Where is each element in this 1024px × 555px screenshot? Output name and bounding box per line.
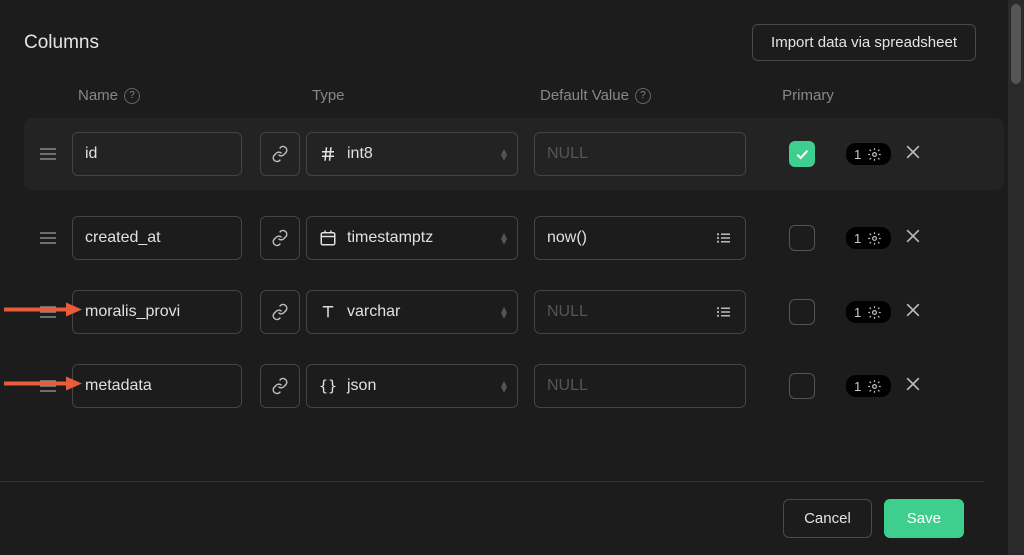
chevron-updown-icon: ▴▾ <box>501 306 507 318</box>
panel-footer: Cancel Save <box>0 481 984 555</box>
settings-badge[interactable]: 1 <box>846 301 891 323</box>
header-name: Name ? <box>78 87 266 104</box>
chevron-updown-icon: ▴▾ <box>501 148 507 160</box>
remove-column-button[interactable] <box>903 374 923 399</box>
primary-checkbox[interactable] <box>789 299 815 325</box>
default-placeholder: NULL <box>547 303 588 321</box>
settings-badge[interactable]: 1 <box>846 143 891 165</box>
column-type-select[interactable]: int8 ▴▾ <box>306 132 518 176</box>
column-name-input[interactable]: id <box>72 132 242 176</box>
column-type-select[interactable]: timestamptz ▴▾ <box>306 216 518 260</box>
gear-icon <box>865 145 883 163</box>
column-name-input[interactable]: created_at <box>72 216 242 260</box>
default-value-input[interactable]: NULL <box>534 132 746 176</box>
primary-checkbox[interactable] <box>789 141 815 167</box>
remove-column-button[interactable] <box>903 142 923 167</box>
header-type: Type <box>312 87 540 104</box>
list-icon[interactable] <box>715 303 733 321</box>
column-name-input[interactable]: moralis_provi <box>72 290 242 334</box>
save-button[interactable]: Save <box>884 499 964 538</box>
rows-container: id int8 ▴▾ NULL 1 created_at timestamptz ▴▾ now(… <box>24 118 1004 412</box>
list-icon[interactable] <box>715 229 733 247</box>
drag-handle-icon[interactable] <box>24 147 72 161</box>
type-label: json <box>347 377 376 395</box>
columns-panel: Columns Import data via spreadsheet Name… <box>0 0 1004 555</box>
type-label: varchar <box>347 303 400 321</box>
drag-handle-icon[interactable] <box>24 379 72 393</box>
type-label: timestamptz <box>347 229 433 247</box>
panel-title: Columns <box>24 32 99 54</box>
default-value-input[interactable]: NULL <box>534 364 746 408</box>
import-spreadsheet-button[interactable]: Import data via spreadsheet <box>752 24 976 61</box>
header-primary: Primary <box>768 87 848 104</box>
gear-icon <box>865 229 883 247</box>
primary-checkbox[interactable] <box>789 225 815 251</box>
type-label: int8 <box>347 145 373 163</box>
column-row: created_at timestamptz ▴▾ now() 1 <box>24 212 1004 264</box>
column-name-input[interactable]: metadata <box>72 364 242 408</box>
chevron-updown-icon: ▴▾ <box>501 232 507 244</box>
column-row: metadata {} json ▴▾ NULL 1 <box>24 360 1004 412</box>
drag-handle-icon[interactable] <box>24 305 72 319</box>
braces-icon: {} <box>319 377 337 395</box>
header-default: Default Value ? <box>540 87 768 104</box>
foreign-key-button[interactable] <box>260 290 300 334</box>
text-icon <box>319 303 337 321</box>
primary-checkbox[interactable] <box>789 373 815 399</box>
column-type-select[interactable]: {} json ▴▾ <box>306 364 518 408</box>
column-type-select[interactable]: varchar ▴▾ <box>306 290 518 334</box>
badge-count: 1 <box>854 379 861 394</box>
remove-column-button[interactable] <box>903 300 923 325</box>
column-row: moralis_provi varchar ▴▾ NULL 1 <box>24 286 1004 338</box>
column-row: id int8 ▴▾ NULL 1 <box>24 118 1004 190</box>
default-value-input[interactable]: NULL <box>534 290 746 334</box>
scrollbar-thumb[interactable] <box>1011 4 1021 84</box>
gear-icon <box>865 303 883 321</box>
badge-count: 1 <box>854 231 861 246</box>
hash-icon <box>319 145 337 163</box>
settings-badge[interactable]: 1 <box>846 375 891 397</box>
cancel-button[interactable]: Cancel <box>783 499 872 538</box>
drag-handle-icon[interactable] <box>24 231 72 245</box>
default-value: now() <box>547 229 587 247</box>
foreign-key-button[interactable] <box>260 132 300 176</box>
help-icon[interactable]: ? <box>124 88 140 104</box>
foreign-key-button[interactable] <box>260 216 300 260</box>
help-icon[interactable]: ? <box>635 88 651 104</box>
scrollbar[interactable] <box>1008 0 1024 555</box>
panel-header: Columns Import data via spreadsheet <box>24 24 1004 61</box>
badge-count: 1 <box>854 147 861 162</box>
default-placeholder: NULL <box>547 145 588 163</box>
remove-column-button[interactable] <box>903 226 923 251</box>
default-placeholder: NULL <box>547 377 588 395</box>
chevron-updown-icon: ▴▾ <box>501 380 507 392</box>
settings-badge[interactable]: 1 <box>846 227 891 249</box>
gear-icon <box>865 377 883 395</box>
foreign-key-button[interactable] <box>260 364 300 408</box>
calendar-icon <box>319 229 337 247</box>
default-value-input[interactable]: now() <box>534 216 746 260</box>
column-headers: Name ? Type Default Value ? Primary <box>24 87 1004 104</box>
badge-count: 1 <box>854 305 861 320</box>
